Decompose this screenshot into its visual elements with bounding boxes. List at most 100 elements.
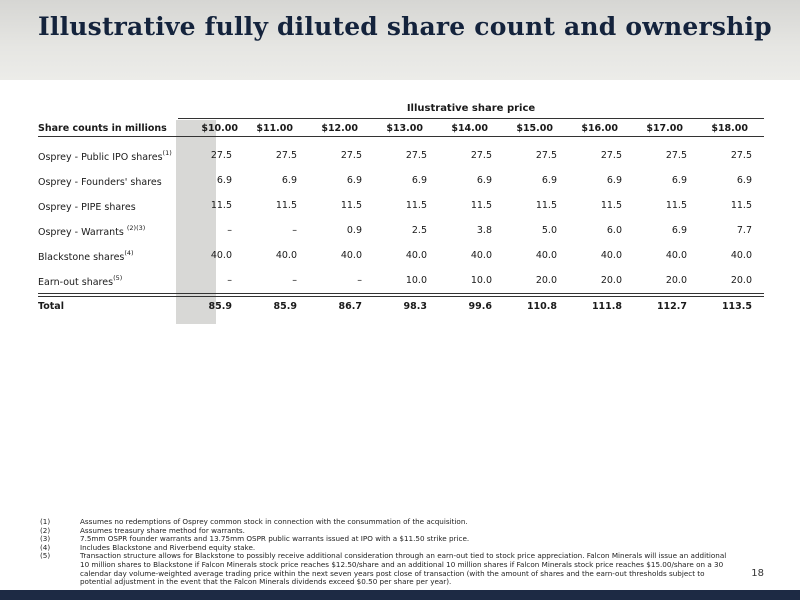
super-header-rule (178, 118, 764, 119)
row-header: Share counts in millions (38, 120, 178, 137)
table-cell: 11.5 (405, 200, 427, 211)
table-cell: 40.0 (210, 250, 232, 261)
table-cell: 27.5 (275, 150, 297, 161)
column-header: $18.00 (699, 120, 764, 137)
table-cell: 11.5 (340, 200, 362, 211)
table-cell: 40.0 (535, 250, 557, 261)
table-cell: 6.9 (346, 175, 362, 186)
table-cell: 40.0 (340, 250, 362, 261)
table-row: Osprey - Warrants (2)(3) – – 0.9 2.5 3.8… (38, 218, 764, 243)
table-cell: 40.0 (730, 250, 752, 261)
table-cell: 6.9 (541, 175, 557, 186)
table-cell: – (292, 275, 297, 286)
header-band (0, 0, 800, 80)
table-cell: – (357, 275, 362, 286)
footnotes: (1) Assumes no redemptions of Osprey comm… (40, 517, 730, 587)
table-cell: 11.5 (470, 200, 492, 211)
table-row: Blackstone shares(4) 40.0 40.0 40.0 40.0… (38, 243, 764, 268)
page-number: 18 (751, 568, 764, 579)
table-cell: – (227, 275, 232, 286)
table-cell: 11.5 (730, 200, 752, 211)
total-row: Total 85.9 85.9 86.7 98.3 99.6 110.8 111… (38, 296, 764, 315)
table-cell: 27.5 (535, 150, 557, 161)
table-row: Osprey - PIPE shares 11.5 11.5 11.5 11.5… (38, 193, 764, 218)
column-header: $14.00 (439, 120, 504, 137)
table-cell: 10.0 (470, 275, 492, 286)
highlight-column-band (176, 120, 216, 324)
table-header-row: Share counts in millions $10.00 $11.00 $… (38, 120, 764, 137)
table-cell: 20.0 (600, 275, 622, 286)
table-cell: 6.9 (216, 175, 232, 186)
table-cell: 40.0 (600, 250, 622, 261)
page-title: Illustrative fully diluted share count a… (38, 12, 772, 41)
column-header: $15.00 (504, 120, 569, 137)
table-cell: 11.5 (535, 200, 557, 211)
row-label: Blackstone shares(4) (38, 248, 134, 263)
footnote: (4) Includes Blackstone and Riverbend equ… (40, 542, 256, 552)
total-cell: 113.5 (699, 296, 764, 315)
table-row: Osprey - Founders' shares 6.9 6.9 6.9 6.… (38, 168, 764, 193)
table-cell: 27.5 (600, 150, 622, 161)
total-cell: 112.7 (634, 296, 699, 315)
table-cell: 40.0 (275, 250, 297, 261)
table-cell: 40.0 (665, 250, 687, 261)
table-cell: 2.5 (411, 225, 427, 236)
table-cell: 5.0 (541, 225, 557, 236)
footer-bar (0, 590, 800, 600)
table-cell: 40.0 (405, 250, 427, 261)
total-label: Total (38, 296, 178, 315)
footnote: (2) Assumes treasury share method for war… (40, 525, 245, 535)
total-cell: 99.6 (439, 296, 504, 315)
total-cell: 86.7 (309, 296, 374, 315)
table-cell: 3.8 (476, 225, 492, 236)
row-label: Osprey - Founders' shares (38, 176, 162, 188)
footnote: (5) Transaction structure allows for Blac… (40, 551, 727, 587)
footnote: (3) 7.5mm OSPR founder warrants and 13.75… (40, 534, 470, 544)
table-cell: 10.0 (405, 275, 427, 286)
table-cell: 11.5 (665, 200, 687, 211)
table-cell: – (292, 225, 297, 236)
column-header: $12.00 (309, 120, 374, 137)
total-cell: 85.9 (244, 296, 309, 315)
table-cell: 27.5 (470, 150, 492, 161)
total-cell: 85.9 (178, 296, 244, 315)
table-cell: 6.9 (411, 175, 427, 186)
total-cell: 110.8 (504, 296, 569, 315)
table-cell: 20.0 (535, 275, 557, 286)
total-cell: 98.3 (374, 296, 439, 315)
table-cell: 27.5 (730, 150, 752, 161)
table-cell: 6.9 (736, 175, 752, 186)
table-cell: 7.7 (736, 225, 752, 236)
table-cell: 11.5 (600, 200, 622, 211)
row-label: Osprey - PIPE shares (38, 201, 136, 213)
table-row: Earn-out shares(5) – – – 10.0 10.0 20.0 … (38, 268, 764, 294)
share-count-table: Share counts in millions $10.00 $11.00 $… (38, 120, 764, 315)
table-cell: 27.5 (210, 150, 232, 161)
table-cell: 27.5 (665, 150, 687, 161)
table-cell: 11.5 (275, 200, 297, 211)
super-header: Illustrative share price (406, 103, 536, 114)
column-header: $16.00 (569, 120, 634, 137)
table-cell: 27.5 (340, 150, 362, 161)
total-cell: 111.8 (569, 296, 634, 315)
row-label: Earn-out shares(5) (38, 273, 123, 288)
table-cell: 6.0 (606, 225, 622, 236)
row-label: Osprey - Public IPO shares(1) (38, 148, 172, 163)
table-cell: – (227, 225, 232, 236)
table-cell: 6.9 (606, 175, 622, 186)
table-cell: 6.9 (671, 175, 687, 186)
column-header: $13.00 (374, 120, 439, 137)
table-cell: 0.9 (346, 225, 362, 236)
column-header: $10.00 (178, 120, 244, 137)
column-header: $11.00 (244, 120, 309, 137)
table-cell: 6.9 (476, 175, 492, 186)
table-cell: 20.0 (665, 275, 687, 286)
table-cell: 6.9 (671, 225, 687, 236)
table-cell: 20.0 (730, 275, 752, 286)
table-cell: 27.5 (405, 150, 427, 161)
column-header: $17.00 (634, 120, 699, 137)
table-cell: 40.0 (470, 250, 492, 261)
footnote: (1) Assumes no redemptions of Osprey comm… (40, 517, 468, 526)
table-cell: 11.5 (210, 200, 232, 211)
row-label: Osprey - Warrants (2)(3) (38, 223, 146, 238)
